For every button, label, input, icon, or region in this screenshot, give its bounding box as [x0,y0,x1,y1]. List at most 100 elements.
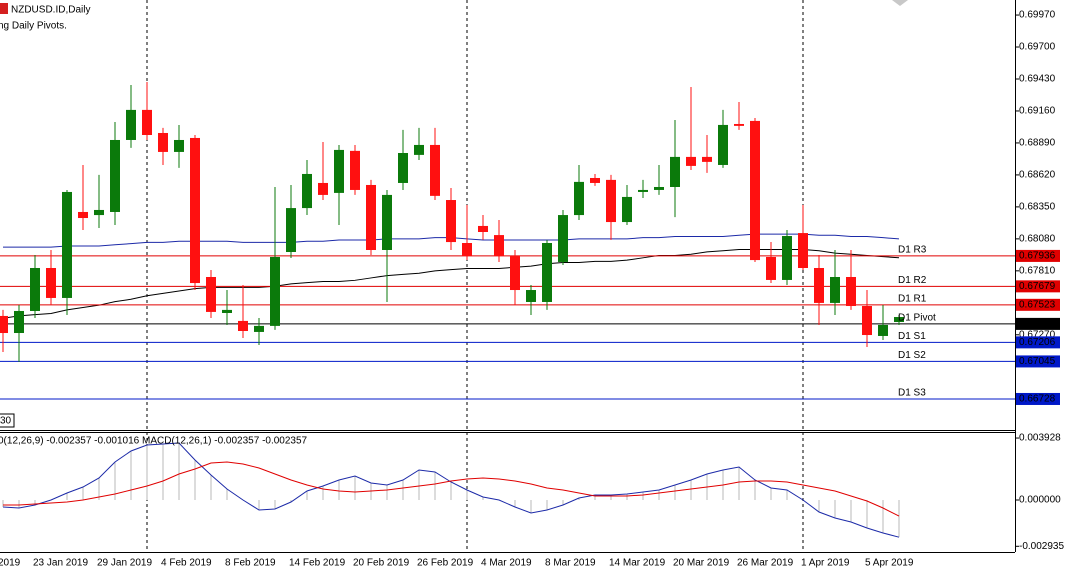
x-tick-label: 4 Feb 2019 [161,558,212,569]
frame [0,0,1016,553]
pivot-label: D1 R2 [898,275,927,286]
x-tick-label: 14 Mar 2019 [609,558,666,569]
indicator-title: ng Daily Pivots. [0,21,67,32]
candle-body [302,173,312,209]
candle-body [110,139,120,212]
candle-body [734,123,744,126]
pivot-label: D1 Pivot [898,313,936,324]
price-box-label: 0.67206 [1019,337,1056,348]
price-box [1016,336,1060,349]
corner-box [0,413,15,428]
corner-label: 30 [0,416,12,427]
price-box-label: 0.66728 [1019,394,1056,405]
candle-body [30,267,40,311]
candle-body [510,256,520,291]
y-tick-label: 0.67270 [1019,329,1056,340]
x-tick-label: 4 Mar 2019 [481,558,532,569]
candle-body [318,182,328,195]
candle-body [0,315,8,334]
y-tick-label: 0.69970 [1019,10,1056,21]
candle-body [894,317,904,322]
candle-body [14,310,24,334]
price-box-label: 0.67362 [1019,319,1056,330]
candle-body [478,225,488,232]
candle-body [878,324,888,336]
y-tick-label: 0.68890 [1019,138,1056,149]
candle-body [526,290,536,302]
candle-body [670,156,680,187]
x-tick-label: 26 Feb 2019 [417,558,474,569]
x-edge-label: 2019 [0,558,21,569]
candle-body [814,267,824,303]
candle-body [574,181,584,216]
price-box-label: 0.67679 [1019,281,1056,292]
candle-body [398,153,408,183]
x-tick-label: 29 Jan 2019 [97,558,152,569]
macd-y-tick-label: 0.000000 [1019,495,1061,506]
symbol-icon [0,3,8,14]
pivot-label: D1 S3 [898,388,926,399]
candle-body [446,200,456,243]
candle-body [702,156,712,162]
candle-body [126,109,136,140]
candle-body [94,209,104,216]
candle-body [494,235,504,257]
x-tick-label: 8 Mar 2019 [545,558,596,569]
y-tick-label: 0.69700 [1019,42,1056,53]
candle-body [158,132,168,152]
price-box-label: 0.67523 [1019,299,1056,310]
moving-average [2,249,900,319]
x-tick-label: 20 Mar 2019 [673,558,730,569]
candle-body [142,109,152,136]
macd-y-tick-label: -0.002935 [1019,541,1064,552]
x-tick-label: 23 Jan 2019 [33,558,88,569]
price-box-label: 0.67936 [1019,251,1056,262]
pivot-label: D1 S2 [898,350,926,361]
pivot-label: D1 R1 [898,293,927,304]
candle-body [238,320,248,331]
layer [0,81,1015,538]
chart-title: NZDUSD.ID,Daily [11,5,90,16]
candle-body [350,150,360,190]
y-tick-label: 0.69430 [1019,74,1056,85]
y-tick-label: 0.68350 [1019,202,1056,213]
candle-body [638,189,648,192]
price-box [1016,355,1060,368]
candle-body [798,233,808,268]
y-tick-label: 0.68620 [1019,170,1056,181]
y-tick-label: 0.69160 [1019,106,1056,117]
candle-body [366,184,376,250]
candle-body [174,139,184,152]
candle-body [78,211,88,219]
macd-line [2,442,900,538]
y-tick-label: 0.67810 [1019,265,1056,276]
shift-marker [892,0,908,6]
signal-line [3,461,900,517]
price-box [1016,280,1060,293]
candle-body [270,256,280,326]
price-box [1016,317,1060,330]
candle-body [334,149,344,193]
candle-body [590,177,600,183]
candle-body [862,306,872,336]
price-box-label: 0.67045 [1019,356,1056,367]
x-tick-label: 14 Feb 2019 [289,558,346,569]
candle-body [606,179,616,223]
candle-body [558,215,568,262]
candle-body [382,194,392,250]
candle-body [190,137,200,284]
candle-body [622,196,632,223]
candle-body [206,276,216,312]
candle-body [654,186,664,190]
pivot-label: D1 S1 [898,331,926,342]
candle-body [222,309,232,313]
candle-body [830,276,840,303]
price-box [1016,249,1060,262]
candle-body [846,276,856,307]
macd-legend: 0(12,26,9) -0.002357 -0.001016 MACD(12,2… [0,436,308,447]
candle-body [62,191,72,298]
candle-body [686,156,696,166]
